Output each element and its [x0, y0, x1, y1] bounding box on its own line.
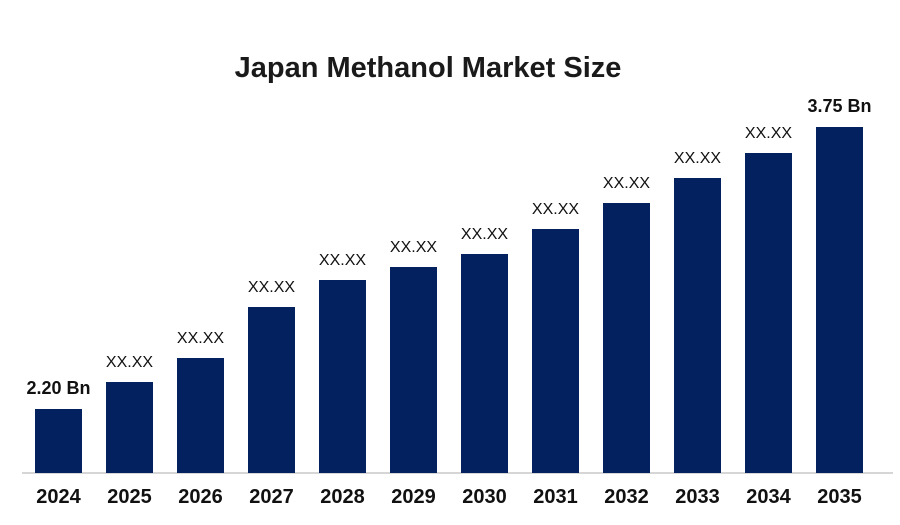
bar-value-label-2034: XX.XX	[744, 125, 793, 142]
bar-2032	[603, 203, 650, 473]
bar-2035	[816, 127, 863, 473]
bar-2027	[248, 307, 295, 473]
bar-2024	[35, 409, 82, 473]
bar-value-label-2026: XX.XX	[176, 330, 225, 347]
bar-value-label-2030: XX.XX	[460, 226, 509, 243]
bar-2026	[177, 358, 224, 473]
bar-value-label-2035: 3.75 Bn	[807, 96, 872, 116]
bar-2025	[106, 382, 153, 473]
x-axis-label-2033: 2033	[675, 486, 720, 508]
bar-2029	[390, 267, 437, 473]
x-axis-label-2030: 2030	[462, 486, 507, 508]
bar-2031	[532, 229, 579, 473]
x-axis-label-2025: 2025	[107, 486, 152, 508]
bar-value-label-2032: XX.XX	[602, 175, 651, 192]
bar-value-label-2028: XX.XX	[318, 252, 367, 269]
bar-value-label-2029: XX.XX	[389, 239, 438, 256]
bar-value-label-2024: 2.20 Bn	[26, 378, 91, 398]
bar-2028	[319, 280, 366, 473]
x-axis-line	[22, 472, 893, 474]
x-axis-label-2028: 2028	[320, 486, 365, 508]
bar-2030	[461, 254, 508, 473]
x-axis-label-2031: 2031	[533, 486, 578, 508]
bar-2033	[674, 178, 721, 473]
x-axis-label-2034: 2034	[746, 486, 791, 508]
x-axis-label-2026: 2026	[178, 486, 223, 508]
bar-value-label-2033: XX.XX	[673, 150, 722, 167]
bar-2034	[745, 153, 792, 473]
x-axis-label-2035: 2035	[817, 486, 862, 508]
x-axis-label-2027: 2027	[249, 486, 294, 508]
bar-value-label-2031: XX.XX	[531, 201, 580, 218]
bar-value-label-2027: XX.XX	[247, 279, 296, 296]
chart-title: Japan Methanol Market Size	[234, 52, 622, 84]
x-axis-label-2032: 2032	[604, 486, 649, 508]
bar-value-label-2025: XX.XX	[105, 354, 154, 371]
x-axis-label-2024: 2024	[36, 486, 81, 508]
x-axis-label-2029: 2029	[391, 486, 436, 508]
